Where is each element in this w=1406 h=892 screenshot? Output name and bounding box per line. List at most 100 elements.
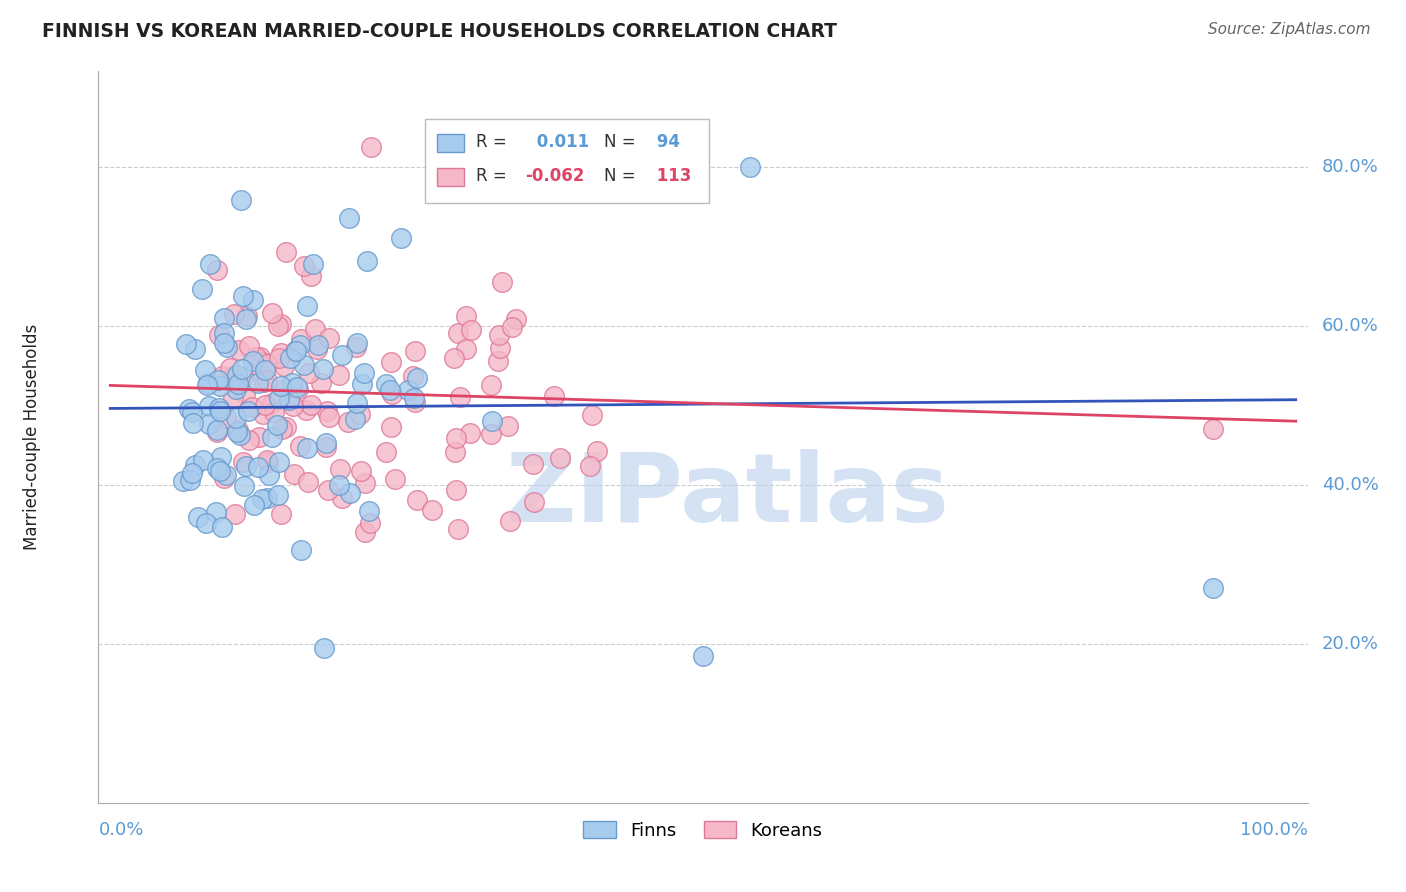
Point bbox=[262, 430, 284, 444]
Point bbox=[222, 391, 245, 405]
Point bbox=[444, 445, 467, 459]
Point bbox=[181, 416, 204, 430]
Point bbox=[329, 461, 352, 475]
Point bbox=[180, 467, 202, 481]
Point bbox=[312, 640, 335, 655]
Point bbox=[402, 391, 425, 405]
Point bbox=[242, 293, 264, 307]
Point bbox=[297, 475, 319, 490]
Point bbox=[354, 525, 377, 540]
FancyBboxPatch shape bbox=[425, 119, 709, 203]
Text: 0.011: 0.011 bbox=[531, 133, 589, 152]
Point bbox=[353, 476, 375, 491]
Point bbox=[252, 407, 274, 421]
Point bbox=[208, 327, 231, 342]
Point bbox=[232, 370, 254, 384]
Point bbox=[205, 423, 228, 437]
Point bbox=[353, 366, 375, 380]
Point bbox=[253, 362, 276, 376]
Point bbox=[233, 479, 256, 493]
Point bbox=[190, 282, 212, 296]
Point bbox=[207, 425, 229, 439]
Point bbox=[292, 359, 315, 373]
Point bbox=[214, 471, 236, 485]
Point bbox=[209, 450, 232, 465]
Point bbox=[250, 491, 273, 506]
Point bbox=[267, 391, 290, 405]
Point bbox=[232, 289, 254, 303]
Point bbox=[274, 419, 297, 434]
Point bbox=[278, 393, 301, 408]
Point bbox=[263, 405, 285, 419]
Point bbox=[207, 373, 229, 387]
Point bbox=[249, 350, 271, 364]
Point bbox=[543, 389, 565, 403]
Point bbox=[330, 491, 353, 505]
Point bbox=[278, 351, 301, 365]
Point bbox=[402, 368, 425, 383]
Point bbox=[225, 368, 247, 383]
Point bbox=[270, 507, 292, 521]
Point bbox=[350, 464, 373, 478]
Point bbox=[486, 354, 509, 368]
Point bbox=[501, 320, 523, 334]
Point bbox=[290, 338, 312, 352]
Point bbox=[446, 431, 468, 445]
Point bbox=[283, 467, 305, 482]
Point bbox=[740, 160, 762, 174]
Point bbox=[550, 144, 572, 158]
Point bbox=[692, 648, 714, 663]
Point bbox=[257, 455, 280, 469]
Point bbox=[238, 339, 260, 353]
Point bbox=[350, 377, 373, 392]
Point bbox=[245, 351, 267, 365]
Point bbox=[585, 444, 607, 458]
Point bbox=[301, 398, 323, 412]
Point bbox=[298, 366, 321, 380]
Point bbox=[299, 269, 322, 284]
Point bbox=[356, 253, 378, 268]
Point bbox=[318, 331, 340, 345]
Point bbox=[256, 453, 278, 467]
Point bbox=[307, 338, 329, 352]
Point bbox=[194, 363, 217, 377]
Text: -0.062: -0.062 bbox=[526, 167, 585, 185]
Point bbox=[215, 340, 238, 354]
Point bbox=[174, 337, 197, 351]
Point bbox=[266, 418, 288, 433]
Point bbox=[198, 399, 221, 413]
Text: Married-couple Households: Married-couple Households bbox=[22, 324, 41, 550]
Point bbox=[389, 231, 412, 245]
Point bbox=[247, 430, 270, 444]
Point bbox=[315, 440, 337, 454]
Point bbox=[260, 396, 283, 410]
Point bbox=[404, 344, 426, 359]
Point bbox=[250, 355, 273, 369]
Point bbox=[238, 433, 260, 447]
Text: FINNISH VS KOREAN MARRIED-COUPLE HOUSEHOLDS CORRELATION CHART: FINNISH VS KOREAN MARRIED-COUPLE HOUSEHO… bbox=[42, 22, 837, 41]
Point bbox=[229, 193, 252, 207]
Point bbox=[222, 368, 245, 383]
Point bbox=[315, 404, 337, 418]
Point bbox=[454, 309, 477, 323]
Point bbox=[449, 390, 471, 404]
Point bbox=[336, 415, 359, 429]
Point bbox=[1202, 581, 1225, 595]
Point bbox=[456, 342, 478, 356]
Point bbox=[380, 383, 402, 397]
Point bbox=[246, 460, 269, 475]
Point bbox=[226, 376, 249, 391]
Text: Source: ZipAtlas.com: Source: ZipAtlas.com bbox=[1208, 22, 1371, 37]
Point bbox=[235, 459, 257, 474]
Point bbox=[183, 343, 205, 357]
Point bbox=[267, 319, 290, 334]
FancyBboxPatch shape bbox=[437, 135, 464, 152]
Point bbox=[226, 424, 249, 438]
Point bbox=[215, 411, 238, 425]
Point bbox=[287, 382, 309, 396]
Point bbox=[273, 382, 295, 396]
Point bbox=[172, 474, 194, 488]
Point bbox=[405, 492, 427, 507]
Point bbox=[247, 376, 270, 390]
Point bbox=[256, 373, 278, 387]
